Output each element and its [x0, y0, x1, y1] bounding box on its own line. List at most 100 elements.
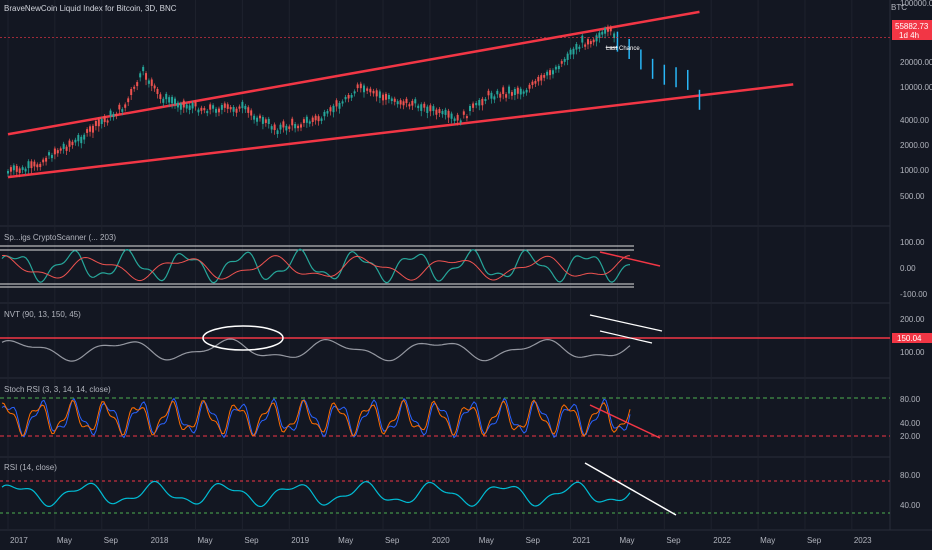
candle-body: [174, 98, 177, 105]
candle-body: [563, 58, 566, 62]
candle-body: [220, 105, 223, 110]
candle-body: [444, 109, 447, 115]
time-tick: May: [198, 536, 213, 545]
candle-body: [42, 159, 45, 163]
rsi-trendline: [584, 462, 677, 516]
candle-body: [279, 124, 282, 130]
candle-body: [505, 94, 508, 98]
candle-body: [197, 109, 200, 113]
candle-body: [194, 102, 197, 107]
candle-body: [462, 111, 465, 115]
candle-body: [493, 96, 496, 100]
candle-body: [432, 106, 435, 112]
candle-body: [405, 98, 408, 104]
candle-body: [481, 98, 484, 106]
stoch-tick: 40.00: [900, 419, 921, 428]
price-tick: 20000.00: [900, 58, 932, 67]
candle-body: [487, 90, 490, 96]
candle-body: [393, 98, 396, 102]
candle-body: [241, 101, 244, 109]
candle-body: [253, 115, 256, 120]
time-tick: Sep: [385, 536, 400, 545]
candle-body: [450, 113, 453, 119]
candle-body: [21, 167, 24, 170]
candle-body: [305, 116, 308, 123]
candle-body: [215, 108, 218, 113]
candle-body: [33, 161, 36, 167]
candle-body: [39, 163, 42, 168]
oscillator-series: [0, 245, 890, 516]
candle-body: [502, 87, 505, 94]
scanner-trendline: [599, 251, 661, 267]
candle-body: [369, 88, 372, 93]
candle-body: [171, 96, 174, 104]
nvt-tick: 100.00: [900, 348, 925, 357]
candle-body: [103, 116, 106, 123]
scanner-tick: 100.00: [900, 238, 925, 247]
candle-body: [554, 66, 557, 70]
candle-body: [516, 87, 519, 94]
candle-body: [522, 91, 525, 94]
candle-body: [45, 157, 48, 162]
time-tick: 2022: [713, 536, 731, 545]
candle-body: [297, 125, 300, 129]
candle-body: [475, 103, 478, 106]
nvt-wave: [1, 338, 631, 362]
candle-body: [71, 141, 74, 146]
candle-body: [549, 70, 552, 76]
candle-body: [472, 103, 475, 108]
candle-body: [7, 170, 9, 174]
candle-body: [329, 107, 332, 112]
candle-body: [112, 113, 115, 118]
time-tick: 2018: [151, 536, 169, 545]
lower-channel-line: [7, 83, 794, 179]
candle-body: [332, 105, 335, 113]
candle-body: [136, 82, 139, 87]
time-tick: 2021: [573, 536, 591, 545]
candle-body: [302, 119, 305, 123]
candle-body: [176, 102, 179, 108]
candle-body: [359, 83, 362, 89]
candle-body: [56, 150, 59, 154]
candle-body: [27, 161, 30, 169]
candle-body: [560, 61, 563, 64]
time-tick: 2019: [291, 536, 309, 545]
price-tick: 10000.00: [900, 83, 932, 92]
candle-body: [420, 104, 423, 111]
candle-body: [282, 121, 285, 128]
nvt-tick: 200.00: [900, 315, 925, 324]
time-tick: 2020: [432, 536, 450, 545]
time-tick: May: [760, 536, 775, 545]
candle-body: [441, 111, 444, 115]
nvt-highlight-ellipse: [202, 325, 284, 351]
candle-body: [569, 49, 572, 55]
time-tick: May: [479, 536, 494, 545]
candle-body: [366, 88, 369, 91]
nvt-label: NVT (90, 13, 150, 45): [4, 310, 81, 319]
candle-body: [147, 80, 150, 84]
candle-body: [311, 117, 314, 122]
candle-body: [165, 93, 168, 100]
candle-body: [551, 70, 554, 75]
currency-label: BTC: [891, 3, 907, 12]
candle-body: [557, 65, 560, 70]
candle-body: [109, 110, 112, 117]
candle-body: [578, 46, 581, 49]
candle-body: [97, 119, 100, 127]
candle-body: [294, 124, 297, 129]
candle-body: [270, 126, 273, 130]
candle-body: [534, 80, 537, 84]
candle-body: [159, 94, 162, 99]
candle-body: [188, 105, 191, 110]
candle-body: [18, 168, 21, 173]
candle-body: [484, 98, 487, 102]
candle-body: [390, 98, 393, 101]
annotation-last-chance: Last Chance: [606, 46, 640, 52]
scanner-wave: [1, 248, 631, 284]
candle-body: [139, 73, 142, 78]
candle-body: [598, 32, 601, 38]
candle-body: [426, 106, 429, 113]
candle-body: [595, 35, 598, 42]
